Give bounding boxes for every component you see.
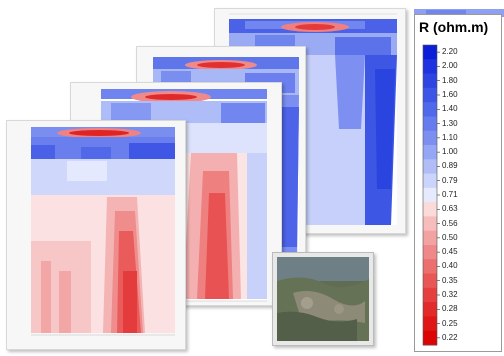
legend-swatch [423, 287, 437, 303]
legend-tick-label: 1.40 [442, 104, 458, 114]
legend-swatch [423, 130, 437, 146]
legend-swatch [423, 330, 437, 346]
legend-tick-label: 0.45 [442, 247, 458, 257]
legend-swatch [423, 73, 437, 89]
legend-tick-label: 1.10 [442, 132, 458, 142]
legend-tick-label: 0.71 [442, 190, 458, 199]
legend-tick-label: 2.20 [442, 47, 458, 57]
legend-swatch [423, 230, 437, 246]
legend-swatch [423, 87, 437, 103]
color-legend: R (ohm.m) 2.20 2.00 1.80 1.60 1.40 1.30 1.10 1.… [414, 14, 502, 352]
legend-swatch [423, 245, 437, 260]
legend-tick-label: 0.50 [442, 232, 458, 242]
legend-tick-label: 0.35 [442, 275, 458, 285]
legend-swatch [423, 116, 437, 132]
legend-swatch [423, 202, 437, 217]
legend-tick-label: 0.32 [442, 290, 458, 299]
legend-tick-label: 0.28 [442, 304, 458, 314]
legend-tick-label: 1.80 [442, 75, 458, 85]
legend-swatch [423, 273, 437, 289]
legend-tick-label: 0.63 [442, 204, 458, 214]
satellite-image [272, 252, 374, 346]
legend-tick-label: 1.30 [442, 118, 458, 128]
legend-tick-label: 0.79 [442, 175, 458, 185]
legend-title: R (ohm.m) [419, 19, 489, 35]
legend-swatch [423, 316, 437, 332]
legend-tick-label: 1.60 [442, 90, 458, 99]
legend-tick-label: 1.00 [442, 147, 458, 157]
legend-tick-label: 0.25 [442, 318, 458, 328]
legend-swatch [423, 59, 437, 75]
legend-swatch [423, 45, 437, 60]
section-panel-1 [6, 120, 186, 350]
legend-swatch [423, 159, 437, 175]
legend-tick-label: 0.89 [442, 161, 458, 171]
legend-colorbar [422, 44, 440, 346]
legend-swatch [423, 259, 437, 275]
legend-tick-label: 0.22 [442, 332, 458, 342]
legend-swatch [423, 216, 437, 232]
legend-swatch [423, 187, 437, 203]
legend-swatch [423, 173, 437, 189]
legend-tick-label: 0.56 [442, 218, 458, 228]
legend-tick-label: 2.00 [442, 61, 458, 71]
legend-tick-label: 0.40 [442, 261, 458, 271]
legend-swatch [423, 102, 437, 117]
legend-swatch [423, 145, 437, 160]
legend-top-strip [414, 4, 504, 17]
legend-swatch [423, 302, 437, 317]
